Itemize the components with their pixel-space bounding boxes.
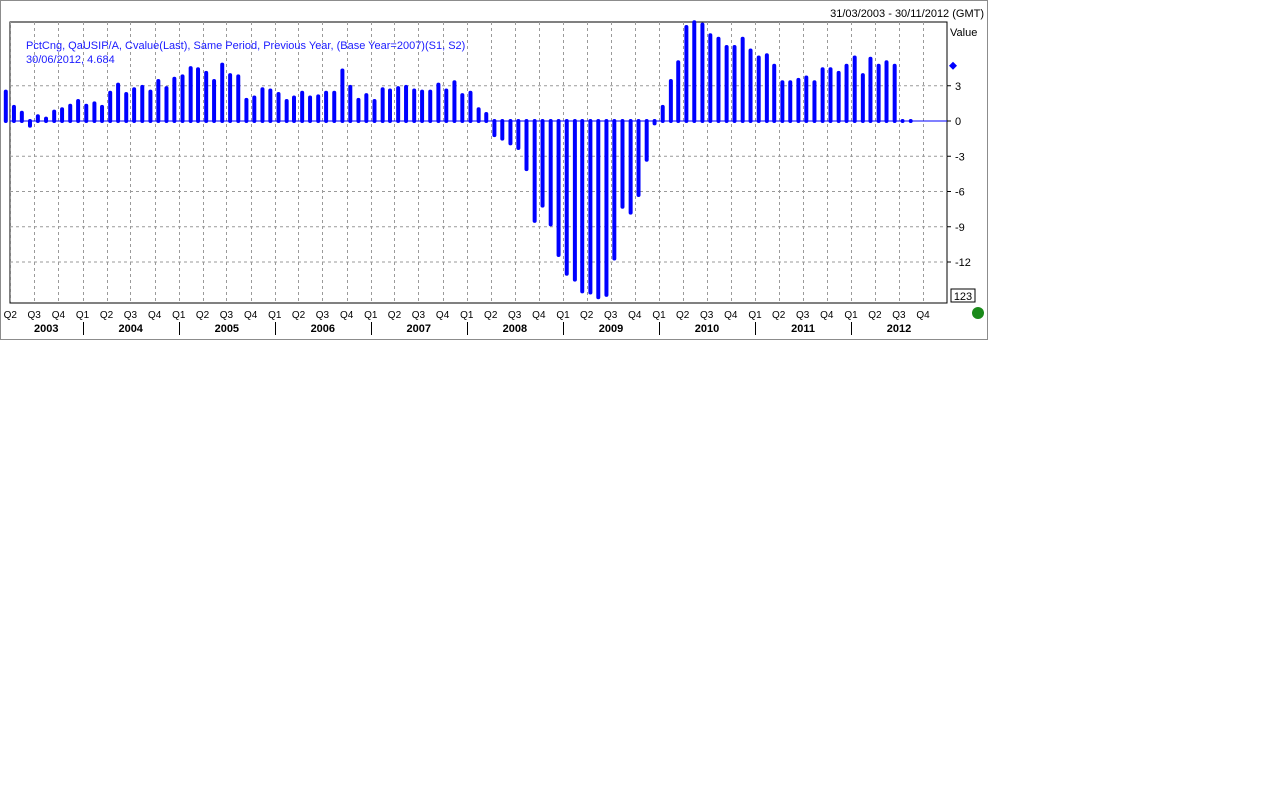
- last-value-box-text: 123: [954, 291, 972, 303]
- x-tick-label: Q1: [748, 310, 762, 321]
- year-label: 2012: [887, 323, 911, 335]
- x-tick-label: Q3: [316, 310, 330, 321]
- y-tick-label: -6: [955, 187, 965, 199]
- x-tick-label: Q4: [820, 310, 834, 321]
- x-tick-label: Q1: [364, 310, 378, 321]
- x-tick-label: Q1: [844, 310, 858, 321]
- x-axis-year-labels: 2003 2004 2005 2006 2007 2008 2009 2010 2011 2012: [34, 322, 911, 335]
- x-tick-label: Q2: [388, 310, 402, 321]
- x-tick-label: Q2: [484, 310, 498, 321]
- x-tick-label: Q4: [244, 310, 258, 321]
- y-axis-ticks: 3 0 -3 -6 -9 -12: [947, 81, 971, 269]
- x-tick-label: Q3: [220, 310, 234, 321]
- y-tick-label: -12: [955, 257, 971, 269]
- x-tick-label: Q4: [916, 310, 930, 321]
- year-label: 2005: [215, 323, 239, 335]
- x-tick-label: Q3: [700, 310, 714, 321]
- year-label: 2008: [503, 323, 527, 335]
- x-tick-label: Q2: [100, 310, 114, 321]
- date-range-label: 31/03/2003 - 30/11/2012 (GMT): [830, 8, 984, 20]
- x-tick-label: Q1: [268, 310, 282, 321]
- series-legend: PctCng, QaUSIP/A, Cvalue(Last), Same Per…: [26, 40, 465, 52]
- last-point-legend: 30/06/2012, 4.684: [26, 54, 115, 66]
- x-tick-label: Q4: [436, 310, 450, 321]
- x-tick-label: Q1: [460, 310, 474, 321]
- x-tick-label: Q4: [724, 310, 738, 321]
- x-axis-quarter-ticks: Q2 Q3 Q4 Q1 Q2 Q3 Q4 Q1 Q2 Q3 Q4 Q1 Q2 Q3 Q4 Q1 Q2 Q3 Q4 Q1…: [4, 310, 931, 321]
- y-tick-label: 3: [955, 81, 961, 93]
- x-tick-label: Q1: [172, 310, 186, 321]
- bar-series: [3, 20, 913, 300]
- x-tick-label: Q3: [892, 310, 906, 321]
- y-tick-label: -9: [955, 222, 965, 234]
- x-tick-label: Q2: [772, 310, 786, 321]
- year-label: 2006: [311, 323, 335, 335]
- x-tick-label: Q2: [868, 310, 882, 321]
- x-tick-label: Q2: [580, 310, 594, 321]
- y-tick-label: 0: [955, 116, 961, 128]
- x-tick-label: Q3: [604, 310, 618, 321]
- status-indicator-icon[interactable]: [972, 307, 984, 319]
- x-tick-label: Q1: [652, 310, 666, 321]
- chart-svg: 31/03/2003 - 30/11/2012 (GMT) PctCng, Qa…: [3, 8, 984, 335]
- x-tick-label: Q4: [532, 310, 546, 321]
- year-label: 2009: [599, 323, 623, 335]
- year-label: 2010: [695, 323, 719, 335]
- y-axis-title: Value: [950, 27, 977, 39]
- grid-lines: [10, 22, 947, 303]
- x-tick-label: Q4: [340, 310, 354, 321]
- x-tick-label: Q1: [76, 310, 90, 321]
- x-tick-label: Q2: [292, 310, 306, 321]
- year-label: 2007: [407, 323, 431, 335]
- last-value-diamond-icon: [949, 61, 957, 70]
- x-tick-label: Q4: [628, 310, 642, 321]
- year-label: 2004: [118, 323, 143, 335]
- x-tick-label: Q3: [412, 310, 426, 321]
- x-tick-label: Q3: [508, 310, 522, 321]
- x-tick-label: Q2: [4, 310, 18, 321]
- y-tick-label: -3: [955, 151, 965, 163]
- x-tick-label: Q4: [52, 310, 66, 321]
- x-tick-label: Q4: [148, 310, 162, 321]
- x-tick-label: Q1: [556, 310, 570, 321]
- plot-area: [9, 21, 948, 304]
- x-tick-label: Q2: [196, 310, 210, 321]
- year-label: 2003: [34, 323, 58, 335]
- x-tick-label: Q3: [28, 310, 42, 321]
- x-tick-label: Q2: [676, 310, 690, 321]
- chart-frame: 31/03/2003 - 30/11/2012 (GMT) PctCng, Qa…: [0, 0, 988, 340]
- x-tick-label: Q3: [124, 310, 138, 321]
- year-label: 2011: [791, 323, 815, 335]
- last-value-box: [950, 288, 976, 303]
- x-tick-label: Q3: [796, 310, 810, 321]
